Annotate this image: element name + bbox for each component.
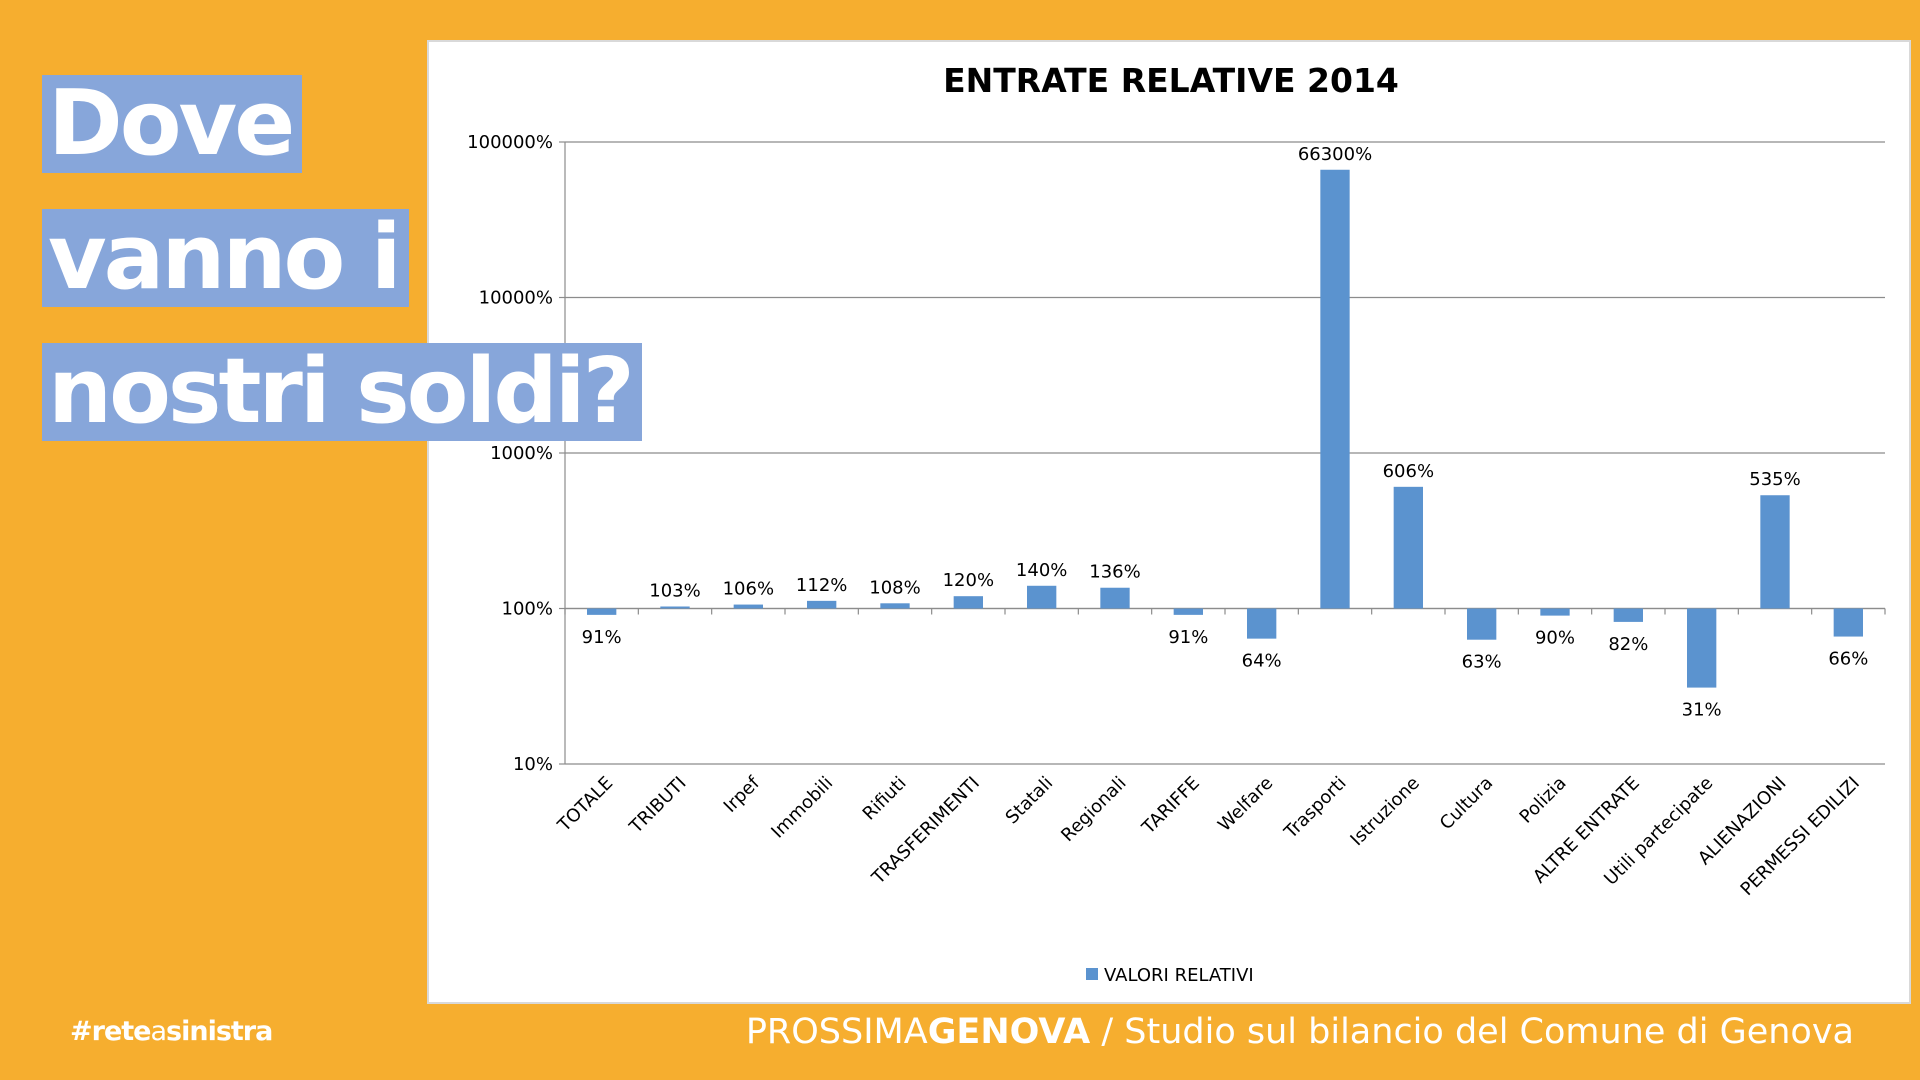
chart-panel: ENTRATE RELATIVE 2014 10% 100% 1000% 10000%… <box>427 40 1911 1004</box>
hashtag-middle: a <box>150 1016 167 1047</box>
footer-brand-bold: GENOVA <box>927 1012 1091 1052</box>
y-tick-label: 10% <box>513 754 553 775</box>
y-tick-label: 100000% <box>467 132 553 153</box>
y-tick-label: 1000% <box>490 443 553 464</box>
bar <box>733 604 763 609</box>
data-label: 31% <box>1682 700 1722 721</box>
data-label: 140% <box>1016 560 1067 581</box>
x-tick-label: Cultura <box>1436 773 1497 834</box>
data-label: 136% <box>1089 562 1140 583</box>
x-axis-labels: TOTALE TRIBUTI Irpef Immobili RifiutiTRASFER… <box>553 772 1864 900</box>
bar <box>807 600 837 609</box>
x-tick-label: Regionali <box>1057 773 1130 846</box>
x-tick-label: TOTALE <box>553 773 617 837</box>
bar <box>1540 608 1570 616</box>
chart-gridlines <box>559 141 1886 765</box>
bar <box>1760 495 1790 609</box>
footer-credit: PROSSIMAGENOVA / Studio sul bilancio del… <box>746 1012 1854 1052</box>
chart-bars: 91% 103% 106% 112% 108% 120% 140% 136% 91% 64% 663… <box>582 144 1869 721</box>
bar <box>587 608 617 615</box>
x-tick-label: Rifiuti <box>859 773 911 825</box>
bar <box>1247 608 1277 639</box>
footer-brand-light: PROSSIMA <box>745 1012 928 1052</box>
x-tick-label: Immobili <box>767 773 837 843</box>
bar <box>1100 587 1130 609</box>
data-label: 120% <box>943 570 994 591</box>
data-label: 606% <box>1383 461 1434 482</box>
data-label: 90% <box>1535 628 1575 649</box>
chart-title: ENTRATE RELATIVE 2014 <box>943 61 1399 100</box>
footer-subtitle: / Studio sul bilancio del Comune di Geno… <box>1090 1012 1854 1052</box>
data-label: 63% <box>1462 652 1502 673</box>
bar <box>1833 608 1863 637</box>
data-label: 106% <box>723 579 774 600</box>
headline-line-3: nostri soldi? <box>42 343 642 441</box>
x-tick-label: Istruzione <box>1346 773 1423 850</box>
bar <box>880 603 910 609</box>
legend-swatch <box>1086 968 1098 980</box>
data-label: 535% <box>1749 469 1800 490</box>
headline-line-2: vanno i <box>42 209 409 307</box>
x-tick-label: Irpef <box>720 772 765 817</box>
data-label: 91% <box>1168 627 1208 648</box>
bar <box>1027 585 1057 609</box>
bar-chart: ENTRATE RELATIVE 2014 10% 100% 1000% 10000%… <box>467 61 1886 986</box>
data-label: 103% <box>649 581 700 602</box>
data-label: 64% <box>1242 651 1282 672</box>
bar <box>1320 169 1350 609</box>
data-label: 91% <box>582 627 622 648</box>
x-tick-label: Polizia <box>1516 773 1571 828</box>
data-label: 66% <box>1828 649 1868 670</box>
chart-legend: VALORI RELATIVI <box>1086 965 1254 986</box>
hashtag: #reteasinistra <box>70 1016 273 1047</box>
data-label: 108% <box>869 577 920 598</box>
hashtag-suffix: sinistra <box>166 1016 273 1047</box>
bar <box>1173 608 1203 615</box>
data-label: 82% <box>1608 634 1648 655</box>
data-label: 66300% <box>1298 144 1372 165</box>
x-tick-label: TARIFFE <box>1138 773 1204 839</box>
legend-label: VALORI RELATIVI <box>1104 965 1254 986</box>
headline-line-1: Dove <box>42 75 303 173</box>
x-tick-label: TRIBUTI <box>625 773 691 839</box>
y-axis-ticks: 10% 100% 1000% 10000% 100000% <box>467 132 553 775</box>
y-tick-label: 100% <box>502 599 553 620</box>
y-tick-label: 10000% <box>479 288 553 309</box>
hashtag-prefix: #rete <box>70 1016 151 1047</box>
bar <box>953 596 983 609</box>
bar <box>660 606 690 609</box>
bar <box>1613 608 1643 622</box>
bar <box>1393 486 1423 609</box>
bar <box>1467 608 1497 640</box>
x-tick-label: Welfare <box>1214 773 1277 836</box>
bar <box>1687 608 1717 688</box>
x-tick-label: Statali <box>1002 773 1058 829</box>
x-tick-label: Trasporti <box>1280 773 1351 844</box>
data-label: 112% <box>796 575 847 596</box>
